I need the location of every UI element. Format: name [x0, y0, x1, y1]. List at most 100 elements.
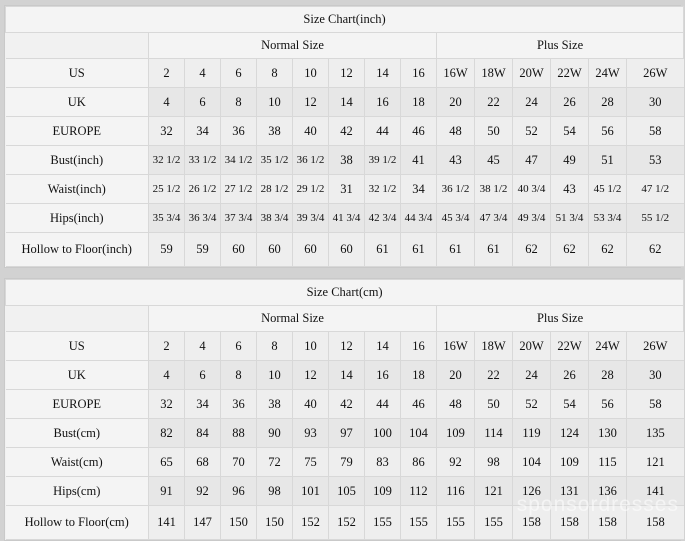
data-cell: 45 — [474, 145, 513, 175]
data-cell: 4 — [184, 58, 221, 88]
data-cell: 75 — [292, 447, 329, 477]
data-cell: 26W — [625, 331, 684, 361]
data-cell: 2 — [148, 331, 185, 361]
data-cell: 28 — [588, 87, 627, 117]
data-cell: 109 — [550, 447, 589, 477]
data-cell: 68 — [184, 447, 221, 477]
data-cell: 16 — [400, 58, 437, 88]
data-cell: 45 1/2 — [588, 174, 627, 204]
data-cell: 46 — [400, 389, 437, 419]
data-cell: 124 — [550, 418, 589, 448]
data-cell: 6 — [220, 331, 257, 361]
data-cell: 12 — [292, 87, 329, 117]
data-cell: 44 3/4 — [400, 203, 437, 233]
data-cell: 51 — [588, 145, 627, 175]
data-cell: 35 3/4 — [148, 203, 185, 233]
row-label: Hips(inch) — [5, 203, 149, 233]
data-cell: 16 — [364, 360, 401, 390]
data-cell: 2 — [148, 58, 185, 88]
data-cell: 34 1/2 — [220, 145, 257, 175]
table-row: Hollow to Floor(cm) 141 147 150 150 152 152 155… — [5, 505, 684, 540]
data-cell: 61 — [400, 232, 437, 267]
data-cell: 104 — [400, 418, 437, 448]
data-cell: 38 — [328, 145, 365, 175]
data-cell: 26 — [550, 87, 589, 117]
table-row: Bust(cm) 82 84 88 90 93 97 100 104 109 114 119 124 13… — [5, 418, 684, 448]
data-cell: 62 — [625, 232, 684, 267]
data-cell: 4 — [184, 331, 221, 361]
table-row: UK 4 6 8 10 12 14 16 18 20 22 24 26 28 30 — [5, 360, 684, 390]
data-cell: 18 — [400, 87, 437, 117]
data-cell: 70 — [220, 447, 257, 477]
data-cell: 32 1/2 — [148, 145, 185, 175]
data-cell: 131 — [550, 476, 589, 506]
data-cell: 62 — [512, 232, 551, 267]
data-cell: 126 — [512, 476, 551, 506]
data-cell: 6 — [220, 58, 257, 88]
data-cell: 20 — [436, 87, 475, 117]
data-cell: 16 — [400, 331, 437, 361]
row-label: UK — [5, 360, 149, 390]
data-cell: 155 — [436, 505, 475, 540]
row-label: Hollow to Floor(cm) — [5, 505, 149, 540]
table-row: EUROPE 32 34 36 38 40 42 44 46 48 50 52 54 56 58 — [5, 116, 684, 146]
data-cell: 45 3/4 — [436, 203, 475, 233]
row-label: Waist(cm) — [5, 447, 149, 477]
size-chart-cm: Size Chart(cm) Normal Size Plus Size US 2 4 6 8… — [4, 278, 685, 541]
data-cell: 121 — [625, 447, 684, 477]
data-cell: 54 — [550, 389, 589, 419]
data-cell: 40 — [292, 389, 329, 419]
data-cell: 147 — [184, 505, 221, 540]
data-cell: 88 — [220, 418, 257, 448]
data-cell: 158 — [588, 505, 627, 540]
data-cell: 155 — [364, 505, 401, 540]
data-cell: 36 1/2 — [292, 145, 329, 175]
data-cell: 109 — [436, 418, 475, 448]
row-label: Hollow to Floor(inch) — [5, 232, 149, 267]
data-cell: 4 — [148, 87, 185, 117]
data-cell: 12 — [328, 58, 365, 88]
data-cell: 28 — [588, 360, 627, 390]
data-cell: 4 — [148, 360, 185, 390]
table-row: EUROPE 32 34 36 38 40 42 44 46 48 50 52 54 56 58 — [5, 389, 684, 419]
data-cell: 56 — [588, 116, 627, 146]
data-cell: 86 — [400, 447, 437, 477]
data-cell: 24 — [512, 360, 551, 390]
data-cell: 109 — [364, 476, 401, 506]
data-cell: 155 — [400, 505, 437, 540]
data-cell: 60 — [256, 232, 293, 267]
data-cell: 93 — [292, 418, 329, 448]
data-cell: 79 — [328, 447, 365, 477]
data-cell: 24W — [588, 58, 627, 88]
data-cell: 41 3/4 — [328, 203, 365, 233]
data-cell: 44 — [364, 389, 401, 419]
data-cell: 14 — [328, 360, 365, 390]
data-cell: 141 — [148, 505, 185, 540]
data-cell: 158 — [512, 505, 551, 540]
data-cell: 42 — [328, 116, 365, 146]
table-row: Waist(inch) 25 1/2 26 1/2 27 1/2 28 1/2 29 1/… — [5, 174, 684, 204]
data-cell: 36 3/4 — [184, 203, 221, 233]
data-cell: 39 3/4 — [292, 203, 329, 233]
row-label: US — [5, 58, 149, 88]
data-cell: 47 — [512, 145, 551, 175]
size-table-cm: Size Chart(cm) Normal Size Plus Size US 2 4 6 8… — [4, 279, 685, 540]
data-cell: 84 — [184, 418, 221, 448]
group-header-plus-size: Plus Size — [435, 305, 685, 332]
data-cell: 46 — [400, 116, 437, 146]
data-cell: 38 — [256, 389, 293, 419]
data-cell: 61 — [474, 232, 513, 267]
data-cell: 38 1/2 — [474, 174, 513, 204]
row-label: Bust(inch) — [5, 145, 149, 175]
data-cell: 27 1/2 — [220, 174, 257, 204]
chart-title: Size Chart(cm) — [4, 279, 685, 306]
data-cell: 42 3/4 — [364, 203, 401, 233]
data-cell: 54 — [550, 116, 589, 146]
data-cell: 29 1/2 — [292, 174, 329, 204]
data-cell: 150 — [220, 505, 257, 540]
group-header-spacer — [5, 32, 149, 59]
data-cell: 34 — [400, 174, 437, 204]
data-cell: 96 — [220, 476, 257, 506]
data-cell: 141 — [625, 476, 684, 506]
row-label: Bust(cm) — [5, 418, 149, 448]
